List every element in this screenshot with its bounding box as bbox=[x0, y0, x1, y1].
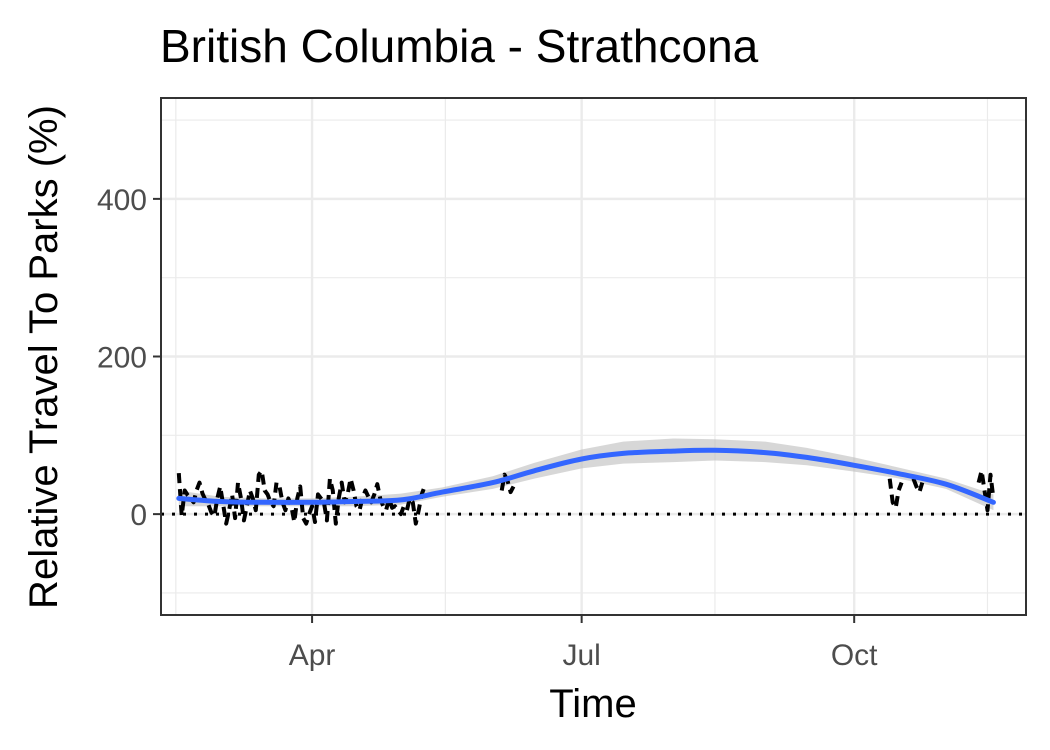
data-series-line bbox=[887, 478, 904, 510]
chart-title: British Columbia - Strathcona bbox=[160, 20, 759, 72]
axes: 0 200 400 Apr Jul Oct bbox=[97, 184, 878, 672]
smooth-trend-line bbox=[176, 447, 996, 505]
data-series-line bbox=[911, 477, 925, 495]
y-axis-title: Relative Travel To Parks (%) bbox=[22, 105, 66, 609]
data-series-line bbox=[176, 468, 427, 526]
x-tick-label: Apr bbox=[289, 639, 336, 672]
y-tick-label: 200 bbox=[97, 342, 147, 375]
grid bbox=[161, 98, 1026, 615]
x-axis-title: Time bbox=[549, 682, 636, 726]
y-tick-label: 400 bbox=[97, 184, 147, 217]
x-tick-label: Oct bbox=[831, 639, 878, 672]
y-tick-label: 0 bbox=[130, 499, 147, 532]
data-series-line bbox=[976, 468, 996, 513]
x-tick-label: Jul bbox=[562, 639, 600, 672]
smooth-trend bbox=[176, 447, 996, 505]
